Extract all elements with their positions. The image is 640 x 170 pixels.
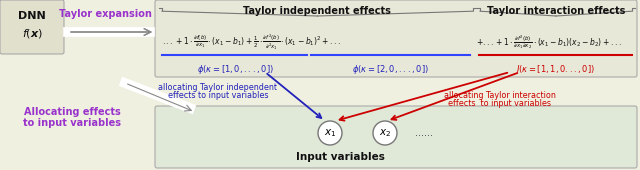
Text: Input variables: Input variables (296, 152, 385, 162)
Text: to input variables: to input variables (23, 118, 121, 128)
Text: $+...+1\cdot\frac{\partial f^2(b)}{\partial x_1\partial x_2}\cdot(x_1-b_1)(x_2-b: $+...+1\cdot\frac{\partial f^2(b)}{\part… (476, 33, 621, 51)
Text: $\phi(\kappa=[1,0,...,0])$: $\phi(\kappa=[1,0,...,0])$ (196, 63, 273, 76)
Text: $x_2$: $x_2$ (379, 127, 391, 139)
Text: $I(\kappa=[1,1,0...,0])$: $I(\kappa=[1,1,0...,0])$ (516, 63, 596, 75)
Text: allocating Taylor interaction: allocating Taylor interaction (444, 90, 556, 99)
Text: Allocating effects: Allocating effects (24, 107, 120, 117)
Text: $f(\boldsymbol{x})$: $f(\boldsymbol{x})$ (22, 28, 42, 40)
Circle shape (373, 121, 397, 145)
Text: DNN: DNN (18, 11, 46, 21)
Text: effects to input variables: effects to input variables (168, 91, 268, 100)
Text: Taylor independent effects: Taylor independent effects (243, 6, 391, 16)
Text: Taylor interaction effects: Taylor interaction effects (487, 6, 625, 16)
Text: effects  to input variables: effects to input variables (449, 99, 552, 108)
Text: $...+1\cdot\frac{\partial f(b)}{\partial x_1}\cdot(x_1-b_1)+\frac{1}{2}\cdot\fra: $...+1\cdot\frac{\partial f(b)}{\partial… (162, 32, 341, 52)
Text: $x_1$: $x_1$ (324, 127, 336, 139)
FancyBboxPatch shape (155, 0, 637, 77)
Text: Taylor expansion: Taylor expansion (59, 9, 152, 19)
Text: $\phi(\kappa=[2,0,...,0])$: $\phi(\kappa=[2,0,...,0])$ (351, 63, 428, 76)
Text: allocating Taylor independent: allocating Taylor independent (159, 82, 278, 91)
Circle shape (318, 121, 342, 145)
Text: ......: ...... (415, 128, 433, 138)
FancyBboxPatch shape (0, 0, 64, 54)
FancyBboxPatch shape (155, 106, 637, 168)
